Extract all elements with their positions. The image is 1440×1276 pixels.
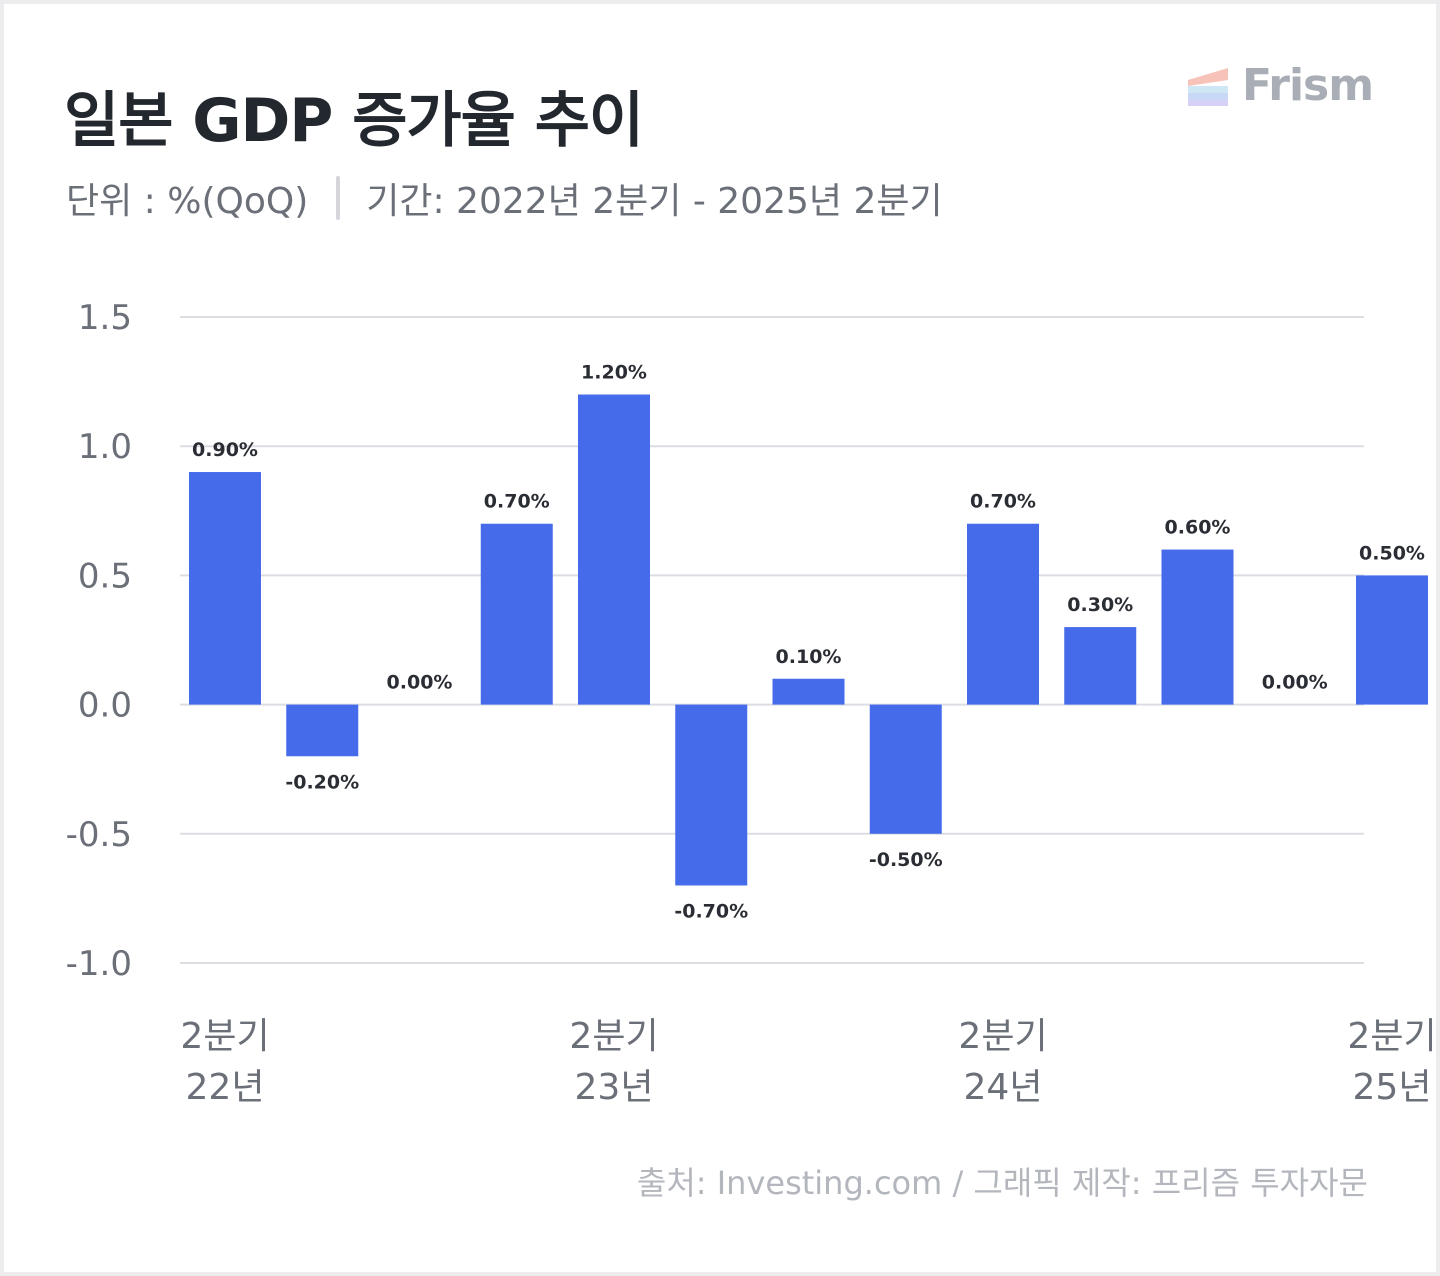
data-label: 0.60% [1165, 517, 1231, 539]
bar [1356, 575, 1428, 705]
y-tick-label: 1.5 [78, 298, 132, 338]
data-label: 0.70% [484, 491, 550, 513]
x-tick-quarter: 2분기 [180, 1016, 269, 1057]
bar [578, 394, 650, 705]
x-tick-year: 24년 [964, 1067, 1043, 1108]
period-label: 기간: 2022년 2분기 - 2025년 2분기 [366, 181, 943, 222]
y-tick-label: 0.0 [78, 686, 132, 726]
data-label: 0.10% [776, 646, 842, 668]
bar [286, 704, 359, 757]
y-tick-label: -1.0 [66, 944, 132, 984]
x-tick-year: 25년 [1353, 1067, 1432, 1108]
data-label: 0.70% [970, 491, 1036, 513]
x-tick-quarter: 2분기 [958, 1016, 1047, 1057]
brand-logo: Frism [1188, 60, 1374, 111]
logo-text: Frism [1242, 60, 1374, 111]
y-tick-label: 1.0 [78, 427, 132, 467]
bar [869, 704, 942, 834]
subtitle-divider [336, 176, 341, 220]
bar [1161, 549, 1234, 705]
frism-stripes-icon [1188, 67, 1228, 106]
bar [967, 523, 1039, 705]
bar [480, 523, 553, 705]
bar [772, 678, 845, 705]
data-label: -0.70% [674, 900, 748, 922]
data-label: -0.20% [285, 771, 359, 793]
data-label: 1.20% [581, 362, 647, 384]
bar [189, 472, 261, 705]
unit-label: 단위 : %(QoQ) [66, 181, 309, 222]
page-title: 일본 GDP 증가율 추이 [64, 86, 644, 156]
x-tick-year: 23년 [575, 1067, 654, 1108]
y-tick-label: -0.5 [66, 815, 132, 855]
bar [675, 704, 748, 886]
data-label: 0.00% [1262, 672, 1328, 694]
subtitle: 단위 : %(QoQ) 기간: 2022년 2분기 - 2025년 2분기 [66, 172, 943, 224]
data-label: 0.90% [192, 439, 258, 461]
data-label: 0.50% [1359, 542, 1425, 564]
data-label: 0.00% [387, 672, 453, 694]
data-label: 0.30% [1067, 594, 1133, 616]
y-tick-label: 0.5 [78, 556, 132, 596]
x-tick-year: 22년 [186, 1067, 265, 1108]
x-tick-quarter: 2분기 [569, 1016, 658, 1057]
data-label: -0.50% [869, 849, 943, 871]
source-note: 출처: Investing.com / 그래픽 제작: 프리즘 투자자문 [636, 1164, 1368, 1202]
x-tick-quarter: 2분기 [1347, 1016, 1436, 1057]
bar [1064, 627, 1137, 705]
